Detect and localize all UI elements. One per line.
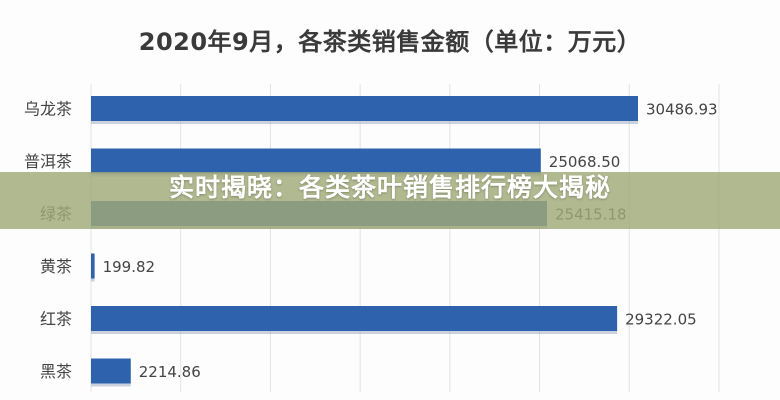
data-label: 2214.86 — [139, 363, 201, 381]
category-label: 红茶 — [40, 310, 72, 329]
bar — [91, 253, 95, 279]
banner-text: 实时揭晓：各类茶叶销售排行榜大揭秘 — [168, 173, 611, 202]
bar — [91, 148, 541, 174]
category-label: 黄茶 — [40, 257, 72, 276]
bar — [91, 306, 618, 331]
data-label: 199.82 — [103, 258, 156, 276]
bar — [91, 358, 131, 384]
bar — [91, 96, 638, 121]
chart-title: 2020年9月，各茶类销售金额（单位：万元） — [138, 28, 642, 56]
category-label: 黑茶 — [40, 362, 72, 381]
data-label: 25068.50 — [549, 153, 621, 171]
data-label: 29322.05 — [625, 311, 697, 329]
category-label: 普洱茶 — [24, 152, 72, 171]
overlay-banner: 实时揭晓：各类茶叶销售排行榜大揭秘 — [0, 172, 780, 229]
category-label: 乌龙茶 — [24, 100, 72, 119]
data-label: 30486.93 — [646, 101, 718, 119]
